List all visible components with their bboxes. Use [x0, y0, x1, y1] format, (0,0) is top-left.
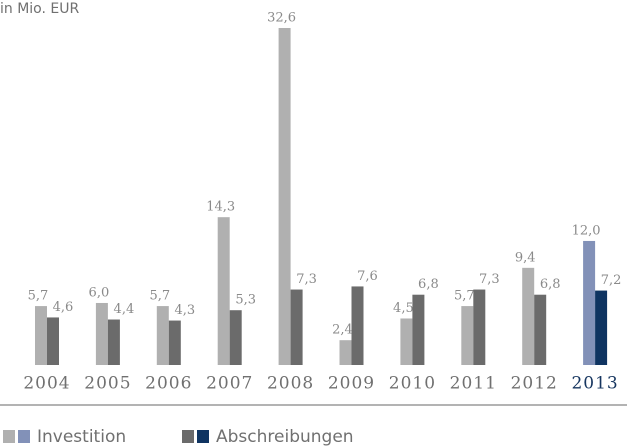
value-label: 14,3	[206, 200, 235, 215]
bar	[583, 240, 596, 365]
bar	[339, 340, 352, 365]
value-label: 5,7	[28, 289, 49, 304]
legend-swatch	[197, 430, 209, 443]
bar	[461, 306, 474, 365]
bar	[351, 286, 364, 365]
value-label: 6,8	[540, 277, 561, 292]
value-label: 4,5	[393, 301, 414, 316]
legend-label: Investition	[37, 427, 126, 446]
legend-swatch	[182, 430, 194, 443]
bar	[290, 289, 303, 365]
bar	[217, 217, 230, 365]
bar	[400, 318, 413, 365]
value-label: 7,2	[601, 273, 622, 288]
bar	[168, 320, 181, 365]
value-label: 5,3	[235, 293, 256, 308]
value-label: 2,4	[332, 323, 353, 338]
value-label: 6,0	[89, 285, 110, 300]
value-label: 7,3	[296, 272, 317, 287]
x-tick-label: 2004	[23, 374, 70, 394]
legend-swatch	[3, 430, 15, 443]
bar	[534, 294, 547, 365]
bar	[522, 267, 535, 365]
x-tick-label: 2012	[511, 374, 558, 394]
bar	[107, 319, 120, 365]
value-label: 7,6	[357, 269, 378, 284]
value-label: 12,0	[572, 223, 601, 238]
value-label: 6,8	[418, 277, 439, 292]
x-tick-label: 2006	[145, 374, 192, 394]
x-tick-label: 2010	[389, 374, 436, 394]
x-tick-label: 2013	[571, 374, 618, 394]
value-label: 4,4	[114, 302, 135, 317]
bar	[47, 317, 59, 365]
chart-title: in Mio. EUR	[0, 1, 79, 17]
bar	[473, 289, 486, 365]
x-tick-label: 2011	[450, 374, 497, 394]
bar	[229, 310, 242, 365]
bar	[156, 306, 169, 365]
value-label: 9,4	[515, 250, 536, 265]
legend-swatch	[18, 430, 30, 443]
legend-label: Abschreibungen	[216, 427, 354, 446]
bar	[35, 306, 47, 365]
x-tick-label: 2005	[84, 374, 131, 394]
value-label: 32,6	[267, 11, 296, 26]
value-label: 7,3	[479, 272, 500, 287]
bar	[595, 290, 608, 365]
value-label: 4,3	[174, 303, 195, 318]
x-tick-label: 2009	[328, 374, 375, 394]
x-tick-label: 2007	[206, 374, 253, 394]
bar	[95, 302, 108, 365]
value-label: 5,7	[149, 289, 170, 304]
value-label: 5,7	[454, 289, 475, 304]
x-tick-label: 2008	[267, 374, 314, 394]
bar	[412, 294, 425, 365]
bar	[278, 28, 291, 365]
value-label: 4,6	[53, 300, 74, 315]
